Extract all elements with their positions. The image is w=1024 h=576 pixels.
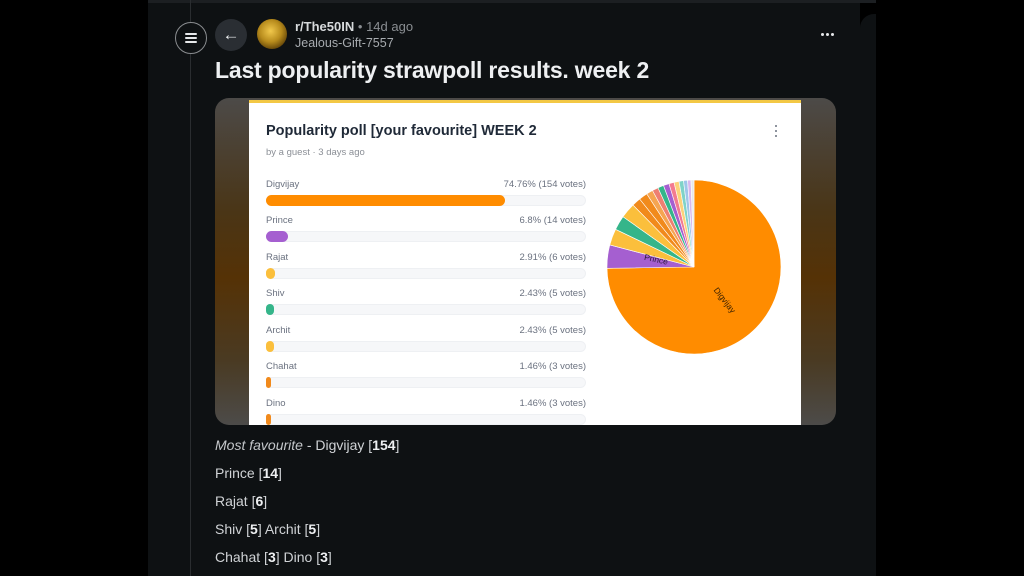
menu-button[interactable] [175,22,207,54]
option-result: 1.46% (3 votes) [519,398,586,409]
option-track [266,341,586,352]
pie-label-prince: Prince [643,252,669,267]
option-bar [266,231,288,242]
option-result: 6.8% (14 votes) [519,215,586,226]
arrow-left-icon: ← [222,25,240,44]
right-panel-edge [860,14,876,576]
poll-option: Shiv 2.43% (5 votes) [266,288,586,320]
option-track [266,268,586,279]
option-bar [266,195,505,206]
body-line-shiv-archit: Shiv [5] Archit [5] [215,521,321,537]
option-name: Rajat [266,252,289,263]
more-vertical-icon [773,125,779,137]
thread-line [190,0,191,576]
poll-option: Chahat 1.46% (3 votes) [266,361,586,393]
option-track [266,414,586,425]
option-track [266,304,586,315]
poll-option: Prince 6.8% (14 votes) [266,215,586,247]
option-name: Archit [266,325,291,336]
poll-option: Rajat 2.91% (6 votes) [266,252,586,284]
author-link[interactable]: Jealous-Gift-7557 [295,36,394,50]
option-result: 2.91% (6 votes) [519,252,586,263]
option-bar [266,377,271,388]
option-name: Chahat [266,361,297,372]
meta-separator: • [357,19,363,34]
option-bar [266,341,274,352]
option-track [266,377,586,388]
option-name: Digvijay [266,179,300,190]
poll-subtitle: by a guest · 3 days ago [266,147,365,158]
body-line-chahat-dino: Chahat [3] Dino [3] [215,549,332,565]
option-name: Prince [266,215,293,226]
body-line-most-favourite: Most favourite - Digvijay [154] [215,437,400,453]
poll-card: Popularity poll [your favourite] WEEK 2 … [249,100,801,425]
option-result: 2.43% (5 votes) [519,288,586,299]
back-button[interactable]: ← [215,19,247,51]
more-options-button[interactable] [815,26,839,42]
pie-chart: Prince Digvijay [606,179,782,355]
post-title: Last popularity strawpoll results. week … [215,57,650,83]
option-result: 2.43% (5 votes) [519,325,586,336]
more-horizontal-icon [820,32,824,36]
poll-option: Archit 2.43% (5 votes) [266,325,586,357]
option-result: 1.46% (3 votes) [519,361,586,372]
poll-option: Digvijay 74.76% (154 votes) [266,179,586,211]
option-name: Shiv [266,288,285,299]
body-line-prince: Prince [14] [215,465,282,481]
option-bar [266,268,275,279]
top-divider [148,0,876,3]
poll-title: Popularity poll [your favourite] WEEK 2 [266,123,537,139]
option-name: Dino [266,398,286,409]
option-bar [266,304,274,315]
option-bar [266,414,271,425]
option-track [266,231,586,242]
hamburger-menu-icon [185,33,197,43]
body-line-rajat: Rajat [6] [215,493,268,509]
post-meta: r/The50IN • 14d ago Jealous-Gift-7557 [295,19,413,50]
subreddit-link[interactable]: r/The50IN [295,19,355,34]
post-image[interactable]: Popularity poll [your favourite] WEEK 2 … [215,98,836,425]
subreddit-avatar[interactable] [257,19,287,49]
poll-option: Dino 1.46% (3 votes) [266,398,586,425]
option-result: 74.76% (154 votes) [503,179,586,190]
post-age: 14d ago [366,19,414,34]
pie-slice-digvijay [606,179,782,355]
